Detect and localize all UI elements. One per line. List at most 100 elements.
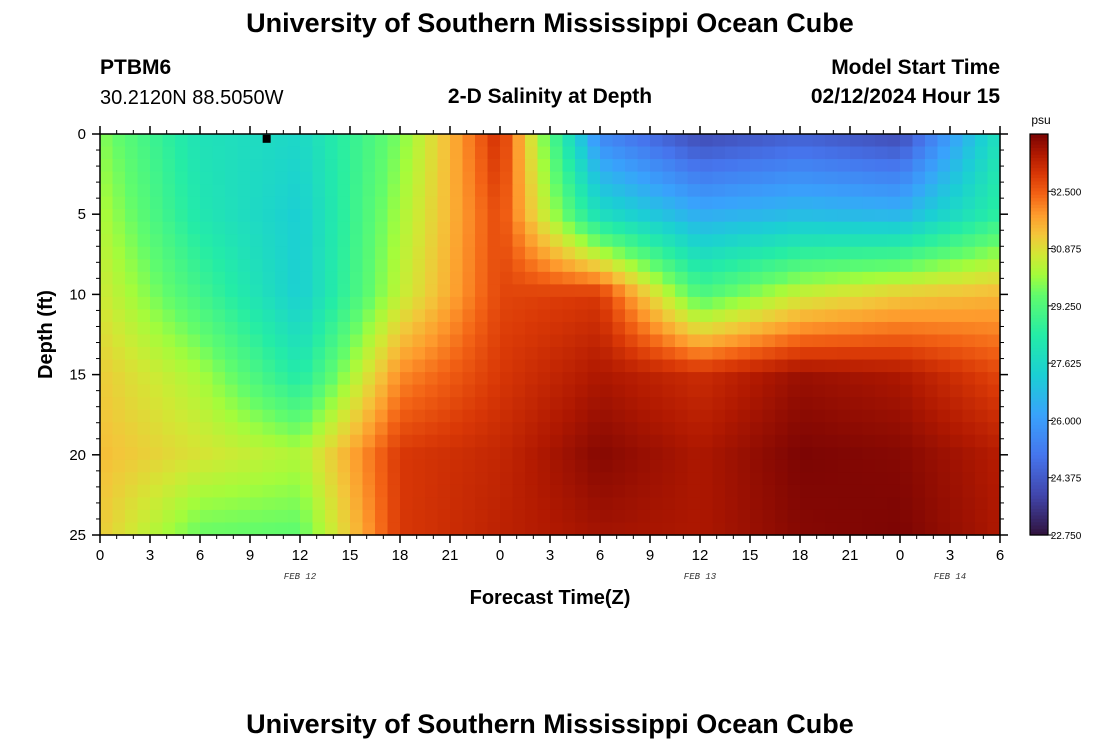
heatmap-cell <box>437 459 451 473</box>
heatmap-cell <box>800 447 814 461</box>
heatmap-cell <box>162 447 176 461</box>
heatmap-cell <box>675 309 689 323</box>
heatmap-cell <box>175 309 189 323</box>
heatmap-cell <box>212 284 226 298</box>
heatmap-cell <box>100 372 114 386</box>
heatmap-cell <box>600 259 614 273</box>
heatmap-cell <box>762 259 776 273</box>
heatmap-cell <box>875 284 889 298</box>
heatmap-cell <box>875 397 889 411</box>
heatmap-cell <box>275 184 289 198</box>
colorbar-segment <box>1030 190 1048 195</box>
colorbar-tick-label: 32.500 <box>1051 187 1082 198</box>
heatmap-cell <box>637 459 651 473</box>
heatmap-cell <box>387 372 401 386</box>
heatmap-cell <box>987 334 1001 348</box>
heatmap-cell <box>437 447 451 461</box>
heatmap-cell <box>850 447 864 461</box>
heatmap-cell <box>987 234 1001 248</box>
heatmap-cell <box>812 497 826 511</box>
heatmap-cell <box>100 447 114 461</box>
heatmap-cell <box>337 334 351 348</box>
heatmap-cell <box>262 422 276 436</box>
heatmap-cell <box>587 271 601 285</box>
heatmap-cell <box>575 472 589 486</box>
heatmap-cell <box>987 146 1001 160</box>
y-tick-label: 0 <box>78 126 86 143</box>
heatmap-cell <box>812 372 826 386</box>
heatmap-cell <box>775 334 789 348</box>
heatmap-cell <box>387 334 401 348</box>
heatmap-cell <box>237 459 251 473</box>
heatmap-cell <box>262 347 276 361</box>
heatmap-cell <box>850 196 864 210</box>
heatmap-cell <box>875 134 889 148</box>
heatmap-cell <box>450 384 464 398</box>
heatmap-cell <box>912 497 926 511</box>
heatmap-cell <box>712 296 726 311</box>
heatmap-cell <box>900 209 914 223</box>
heatmap-cell <box>687 234 701 248</box>
heatmap-cell <box>525 472 539 486</box>
heatmap-cell <box>350 296 364 311</box>
heatmap-cell <box>287 459 301 473</box>
heatmap-cell <box>100 459 114 473</box>
heatmap-cell <box>887 397 901 411</box>
colorbar-segment <box>1030 451 1048 456</box>
heatmap-cell <box>325 321 339 336</box>
heatmap-cell <box>475 146 489 160</box>
heatmap-cell <box>600 321 614 336</box>
heatmap-cell <box>737 334 751 348</box>
heatmap-cell <box>362 309 376 323</box>
heatmap-cell <box>625 209 639 223</box>
heatmap-cell <box>387 409 401 423</box>
heatmap-cell <box>125 309 139 323</box>
heatmap-cell <box>800 146 814 160</box>
heatmap-cell <box>212 321 226 336</box>
heatmap-cell <box>262 221 276 235</box>
heatmap-cell <box>912 284 926 298</box>
heatmap-cell <box>650 422 664 436</box>
heatmap-cell <box>937 284 951 298</box>
colorbar-segment <box>1030 478 1048 483</box>
heatmap-cell <box>762 146 776 160</box>
heatmap-cell <box>800 221 814 235</box>
heatmap-cell <box>650 134 664 148</box>
heatmap-cell <box>950 321 964 336</box>
heatmap-cell <box>662 196 676 210</box>
heatmap-cell <box>737 309 751 323</box>
colorbar-segment <box>1030 137 1048 142</box>
heatmap-cell <box>825 184 839 198</box>
heatmap-cell <box>737 246 751 260</box>
heatmap-cell <box>325 509 339 524</box>
colorbar-segment <box>1030 254 1048 259</box>
heatmap-cell <box>600 309 614 323</box>
heatmap-cell <box>437 309 451 323</box>
heatmap-cell <box>425 497 439 511</box>
heatmap-cell <box>587 234 601 248</box>
heatmap-cell <box>600 409 614 423</box>
heatmap-cell <box>512 497 526 511</box>
colorbar-segment <box>1030 234 1048 239</box>
heatmap-cell <box>612 522 626 536</box>
heatmap-cell <box>237 184 251 198</box>
heatmap-cell <box>737 472 751 486</box>
heatmap-cell <box>850 171 864 185</box>
heatmap-cell <box>125 372 139 386</box>
heatmap-cell <box>375 134 389 148</box>
heatmap-cell <box>275 296 289 311</box>
heatmap-cell <box>925 284 939 298</box>
heatmap-cell <box>537 472 551 486</box>
heatmap-cell <box>712 196 726 210</box>
heatmap-cell <box>525 309 539 323</box>
heatmap-cell <box>962 459 976 473</box>
heatmap-cell <box>125 497 139 511</box>
heatmap-cell <box>850 372 864 386</box>
heatmap-cell <box>300 447 314 461</box>
heatmap-cell <box>550 497 564 511</box>
heatmap-cell <box>650 284 664 298</box>
heatmap-cell <box>837 259 851 273</box>
heatmap-cell <box>137 284 151 298</box>
heatmap-cell <box>962 509 976 524</box>
heatmap-cell <box>962 271 976 285</box>
